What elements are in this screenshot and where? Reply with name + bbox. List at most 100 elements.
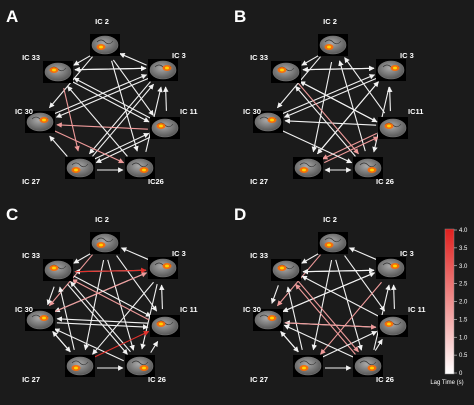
edges [277, 54, 393, 173]
colorbar-tick-label: 3.5 [459, 246, 468, 252]
activation-core [270, 118, 274, 122]
activation-core [165, 66, 169, 70]
brain-icon [272, 62, 300, 82]
edge-arrow [322, 132, 378, 160]
node-ic30: IC 30 [15, 305, 55, 331]
activation-core [52, 266, 56, 270]
brain-icon [272, 260, 300, 280]
edge-arrow [323, 136, 379, 164]
activation-core [42, 118, 46, 122]
edge-arrow [284, 322, 377, 330]
edge-arrow [94, 330, 150, 358]
brain-sulcus [324, 39, 342, 45]
edge-arrow [73, 54, 92, 66]
edges [270, 247, 397, 371]
brain-sulcus [359, 360, 377, 366]
edge-arrow [348, 247, 377, 260]
brain-icon [91, 35, 119, 55]
edge-arrow [119, 52, 147, 66]
node-ic11: IC 11 [150, 107, 198, 139]
node-label: IC 27 [250, 177, 268, 186]
brain-icon [44, 62, 72, 82]
node-ic27: IC 27 [250, 157, 323, 186]
node-label: IC 2 [95, 215, 109, 224]
edge-arrow [74, 65, 147, 72]
node-ic3: IC 3 [148, 51, 186, 81]
panel-letter: D [234, 205, 246, 224]
activation-core [74, 366, 78, 370]
edge-arrow [283, 324, 354, 358]
edge-arrow [320, 281, 382, 355]
edge-arrow [73, 252, 92, 264]
brain-sulcus [71, 360, 89, 366]
node-label: IC 3 [400, 51, 414, 60]
node-label: IC 27 [250, 375, 268, 384]
panel-d: D IC 2 IC 3 IC 11 IC 26 IC 27 IC 30 IC 33 [234, 205, 426, 384]
node-label: IC 27 [22, 177, 40, 186]
edge-arrow [387, 86, 393, 112]
brain-icon [66, 158, 94, 178]
edge-arrow [335, 259, 363, 351]
node-ic33: IC 33 [250, 53, 301, 83]
node-label: IC26 [148, 177, 164, 186]
node-ic27: IC 27 [22, 355, 95, 384]
brain-icon [149, 258, 177, 278]
node-label: IC 26 [148, 375, 166, 384]
edge-arrow [120, 247, 149, 260]
panel-letter: A [6, 7, 18, 26]
edges [46, 247, 165, 371]
activation-core [393, 66, 397, 70]
node-ic30: IC 30 [243, 107, 283, 133]
edge-arrow [282, 130, 353, 164]
edge-arrow [150, 341, 159, 353]
node-label: IC 30 [15, 107, 33, 116]
colorbar-ticks: 4.0 3.5 3.0 2.5 2.0 1.5 1.0 0.5 0 [454, 228, 468, 377]
node-ic11: IC 11 [150, 305, 198, 337]
brain-icon [377, 60, 405, 80]
edge-arrow [159, 284, 165, 310]
node-ic2: IC 2 [90, 215, 120, 254]
node-label: IC 3 [172, 51, 186, 60]
edge-arrow [73, 275, 152, 317]
edge-arrow [67, 283, 128, 355]
edge-arrow [311, 259, 333, 351]
brain-icon [126, 356, 154, 376]
brain-icon [379, 316, 407, 336]
activation-core [327, 243, 331, 247]
edge-arrow [58, 286, 75, 350]
brain-sulcus [299, 360, 317, 366]
node-ic11: IC 11 [378, 305, 426, 337]
colorbar: 4.0 3.5 3.0 2.5 2.0 1.5 1.0 0.5 0 Lag Time (s) [430, 228, 468, 386]
edge-arrow [270, 285, 279, 304]
edge-arrow [94, 132, 150, 160]
brain-icon [126, 158, 154, 178]
edge-arrow [95, 136, 151, 164]
activation-core [52, 68, 56, 72]
edge-arrow [301, 252, 320, 264]
colorbar-tick-label: 1.5 [459, 317, 468, 323]
brain-sulcus [96, 237, 114, 243]
brain-icon [149, 60, 177, 80]
node-label: IC 11 [180, 305, 198, 314]
node-ic30: IC 30 [243, 305, 283, 331]
edge-arrow [92, 83, 154, 157]
brain-icon [151, 118, 179, 138]
brain-icon [294, 158, 322, 178]
activation-core [302, 366, 306, 370]
edge-arrow [54, 130, 125, 164]
edge-arrow [73, 77, 152, 119]
brain-icon [379, 118, 407, 138]
brain-sulcus [299, 162, 317, 168]
edge-arrow [344, 57, 386, 114]
edge-arrow [303, 267, 375, 274]
node-ic2: IC 2 [318, 215, 348, 254]
edge-arrow [71, 81, 150, 123]
activation-core [280, 68, 284, 72]
brain-icon [319, 233, 347, 253]
colorbar-tick-label: 0 [459, 371, 463, 377]
activation-core [370, 366, 374, 370]
brain-icon [66, 356, 94, 376]
edge-arrow [298, 83, 359, 155]
panel-letter: C [6, 205, 18, 224]
